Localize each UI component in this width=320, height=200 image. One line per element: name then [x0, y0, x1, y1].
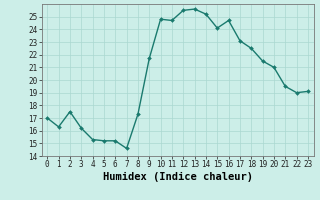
- X-axis label: Humidex (Indice chaleur): Humidex (Indice chaleur): [103, 172, 252, 182]
